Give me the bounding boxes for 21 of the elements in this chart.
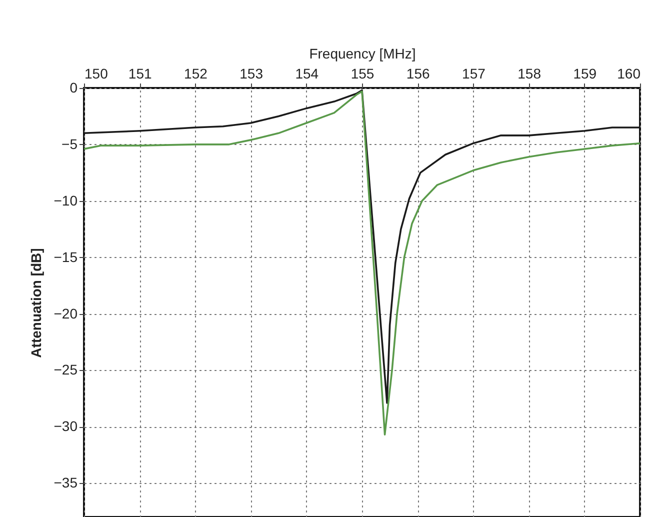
x-tick-label: 150 — [84, 66, 108, 82]
x-tick-label: 151 — [128, 66, 152, 82]
x-tick-label: 156 — [406, 66, 430, 82]
y-tick-label: −25 — [54, 362, 78, 378]
y-tick-label: −35 — [54, 474, 78, 491]
y-axis-title: Attenuation [dB] — [28, 248, 44, 358]
y-tick-label: −15 — [54, 248, 78, 265]
x-tick-label: 158 — [518, 66, 542, 82]
y-tick-label: −5 — [62, 136, 78, 152]
y-tick-label: −20 — [54, 305, 78, 322]
x-tick-label: 155 — [350, 66, 374, 82]
y-tick-label: 0 — [70, 80, 78, 96]
x-tick-label: 160 — [617, 66, 641, 82]
y-tick-label: −10 — [54, 192, 78, 208]
y-tick-label: −30 — [54, 418, 78, 434]
x-axis-title: Frequency [MHz] — [309, 46, 416, 62]
x-tick-label: 154 — [295, 66, 319, 82]
x-tick-label: 153 — [240, 66, 264, 82]
x-tick-label: 159 — [573, 66, 597, 82]
x-tick-label: 157 — [462, 66, 486, 82]
x-tick-label: 152 — [184, 66, 208, 82]
